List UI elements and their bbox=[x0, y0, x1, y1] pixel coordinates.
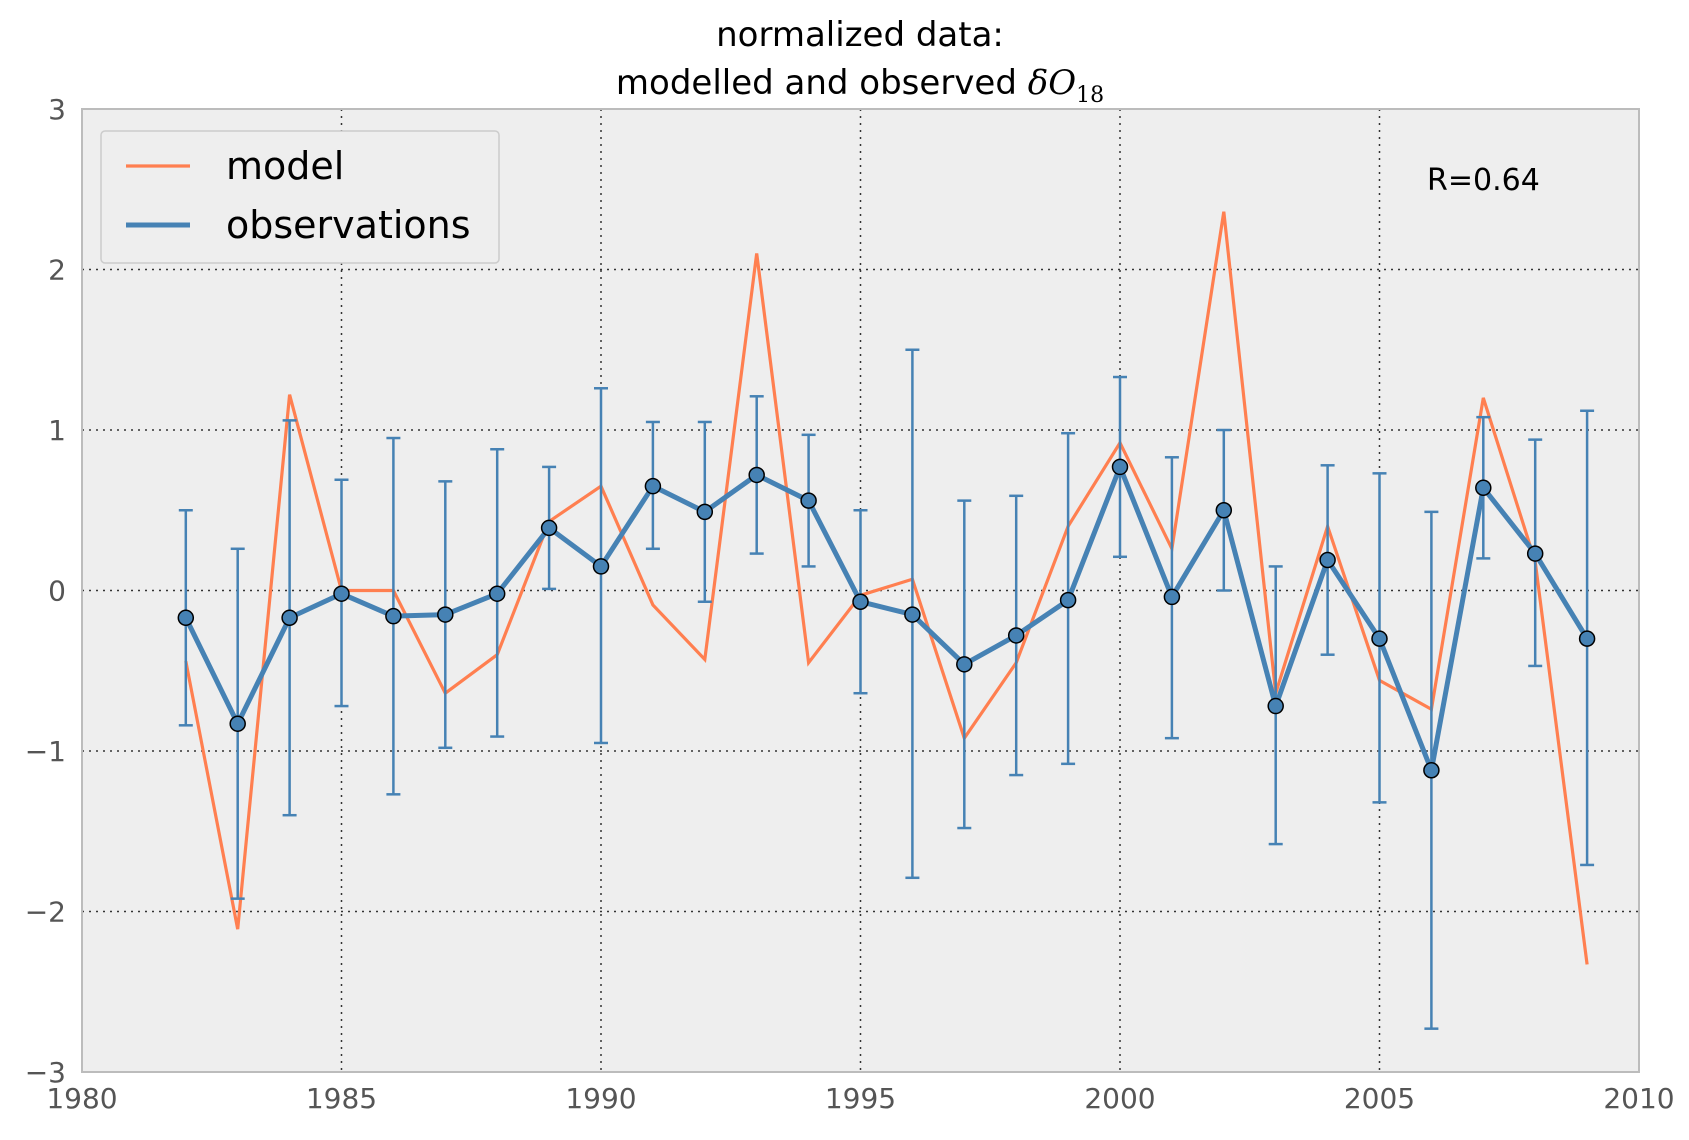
legend-item: observations bbox=[126, 203, 471, 247]
observation-point bbox=[1111, 458, 1129, 476]
observation-point bbox=[1215, 502, 1233, 519]
chart-title-line1: normalized data: bbox=[716, 15, 1004, 55]
y-tick-label: −3 bbox=[25, 1056, 66, 1089]
tick-layer: 1980 1985 1990 1995 2000 2005 2010 −3 −2 −1 0 1 2 3 bbox=[25, 93, 1675, 1115]
y-tick-label: 2 bbox=[48, 254, 66, 287]
observation-point bbox=[696, 503, 714, 521]
y-tick-label: 3 bbox=[48, 93, 66, 126]
plot-frame bbox=[81, 108, 1640, 1073]
observation-point bbox=[956, 656, 973, 673]
observation-point bbox=[1267, 697, 1284, 715]
observation-point bbox=[437, 606, 454, 623]
x-tick-label: 1985 bbox=[306, 1082, 377, 1115]
legend-item: model bbox=[126, 144, 344, 188]
observation-point bbox=[592, 558, 610, 575]
y-tick-label: −2 bbox=[25, 896, 66, 929]
legend: model observations bbox=[100, 130, 500, 264]
correlation-annotation: R=0.64 bbox=[1427, 163, 1540, 198]
observations-line bbox=[183, 464, 1590, 773]
x-tick-label: 2000 bbox=[1084, 1082, 1155, 1115]
chart-title-text: modelled and observed bbox=[616, 63, 1028, 103]
y-tick-label: 0 bbox=[48, 575, 66, 608]
observation-point bbox=[1578, 630, 1596, 647]
x-tick-label: 1980 bbox=[46, 1082, 117, 1115]
x-tick-label: 1990 bbox=[565, 1082, 636, 1115]
legend-items: model observations bbox=[126, 144, 471, 247]
y-tick-label: −1 bbox=[25, 735, 66, 768]
observation-point bbox=[1059, 591, 1077, 609]
observation-point bbox=[1319, 551, 1336, 569]
observation-point bbox=[488, 585, 506, 602]
observation-point bbox=[229, 715, 246, 732]
observation-point bbox=[748, 466, 765, 484]
observation-point bbox=[177, 609, 195, 627]
observation-point bbox=[281, 609, 298, 627]
observation-point bbox=[852, 593, 869, 610]
observation-point bbox=[644, 477, 662, 495]
observation-point bbox=[1007, 627, 1025, 644]
legend-label: observations bbox=[226, 203, 471, 247]
observation-point bbox=[904, 606, 921, 623]
y-tick-label: 1 bbox=[48, 414, 66, 447]
observation-point bbox=[1475, 479, 1492, 497]
observation-point bbox=[540, 519, 558, 537]
observation-point bbox=[1526, 545, 1544, 562]
x-tick-label: 2005 bbox=[1344, 1082, 1415, 1115]
observation-point bbox=[1163, 588, 1181, 606]
series-layer bbox=[177, 211, 1596, 1030]
chart-title-subscript: 18 bbox=[1076, 83, 1104, 108]
x-tick-label: 2010 bbox=[1603, 1082, 1674, 1115]
legend-label: model bbox=[226, 144, 344, 188]
chart-title-line2: modelled and observed δO18 bbox=[616, 63, 1104, 108]
legend-box bbox=[100, 130, 500, 264]
observation-point bbox=[1371, 630, 1388, 647]
observation-point bbox=[1423, 762, 1440, 779]
observation-point bbox=[385, 607, 402, 625]
chart-title-symbol: δO bbox=[1028, 63, 1076, 103]
observation-point bbox=[333, 585, 350, 602]
x-tick-label: 1995 bbox=[825, 1082, 896, 1115]
observation-point bbox=[800, 492, 817, 509]
